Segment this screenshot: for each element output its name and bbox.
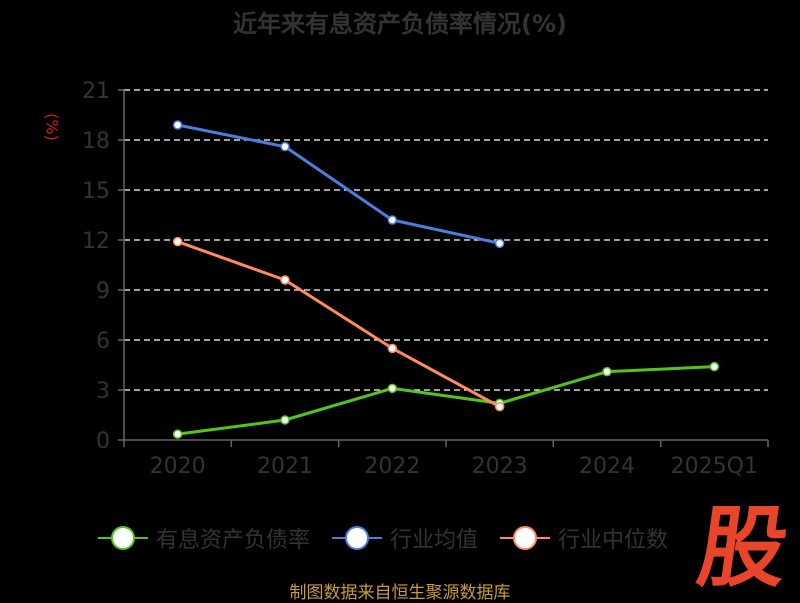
x-tick-label: 2022	[364, 454, 420, 479]
y-tick-label: 3	[96, 379, 110, 404]
stock-logo-icon: 股	[688, 498, 792, 590]
legend-item-industry-average[interactable]: 行业均值	[332, 522, 478, 554]
y-tick-label: 18	[82, 129, 110, 154]
legend-label: 有息资产负债率	[156, 528, 311, 553]
data-point	[602, 366, 612, 377]
data-point	[172, 429, 183, 439]
x-tick-label: 2024	[579, 454, 635, 479]
svg-text:股: 股	[692, 498, 792, 590]
y-tick-label: 15	[82, 179, 110, 204]
x-tick-label: 2020	[150, 454, 206, 479]
y-tick-label: 9	[96, 279, 110, 304]
series-line-1	[176, 365, 716, 436]
legend-marker-icon	[500, 526, 551, 550]
y-tick-label: 0	[96, 429, 110, 454]
legend-item-interest-bearing-ratio[interactable]: 有息资产负债率	[98, 522, 310, 554]
data-point	[280, 141, 290, 152]
data-point	[494, 238, 505, 249]
legend-dot	[345, 526, 370, 550]
legend-label: 行业中位数	[558, 528, 669, 553]
y-tick-label: 6	[96, 329, 110, 354]
data-point	[494, 401, 505, 412]
x-tick-label: 2023	[472, 454, 528, 479]
x-tick-label: 2021	[257, 454, 313, 479]
series-line-2	[176, 123, 502, 245]
data-point	[709, 361, 720, 372]
data-point	[280, 415, 290, 425]
data-point	[280, 275, 290, 285]
data-point	[387, 343, 398, 354]
y-tick-label: 12	[82, 229, 110, 254]
data-point	[387, 383, 398, 394]
legend-label: 行业均值	[390, 528, 479, 553]
data-source-note: 制图数据来自恒生聚源数据库	[289, 583, 511, 603]
legend-marker-icon	[98, 526, 148, 550]
chart-legend: 有息资产负债率 行业均值 行业中位数	[98, 520, 690, 556]
y-tick-label: 21	[82, 79, 110, 104]
data-point	[387, 215, 398, 225]
legend-dot	[513, 526, 538, 550]
chart-title: 近年来有息资产负债率情况(%)	[233, 10, 567, 38]
data-point	[172, 120, 183, 130]
series-line-3	[176, 240, 502, 409]
legend-marker-icon	[332, 526, 383, 550]
legend-item-industry-median[interactable]: 行业中位数	[500, 522, 668, 554]
legend-dot	[111, 526, 135, 550]
data-point	[172, 236, 183, 247]
x-tick-label: 2025Q1	[671, 454, 758, 479]
